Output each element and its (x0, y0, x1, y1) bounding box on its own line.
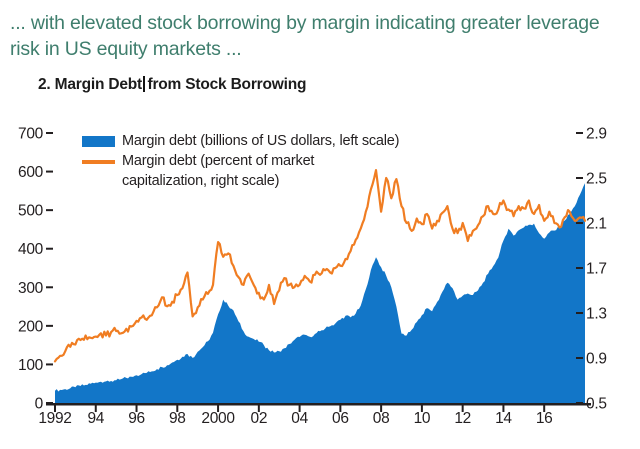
text-cursor-icon (143, 76, 145, 92)
left-axis-tick-label: 400 (18, 241, 44, 258)
chart-title: 2. Margin Debt from Stock Borrowing (38, 76, 306, 94)
x-axis-tick-label: 10 (414, 410, 431, 427)
legend-item-margin-debt: Margin debt (billions of US dollars, lef… (82, 131, 400, 151)
chart-legend: Margin debt (billions of US dollars, lef… (82, 131, 400, 191)
left-axis-tick-label: 500 (18, 203, 44, 220)
x-axis-tick-label: 16 (536, 410, 553, 427)
chart-title-text-left: 2. Margin Debt (38, 76, 142, 93)
percent-capitalization-line-series (53, 169, 587, 363)
legend-item-label: Margin debt (billions of US dollars, lef… (122, 133, 400, 149)
x-axis-tick-label: 02 (251, 410, 268, 427)
x-axis-tick-label: 98 (169, 410, 186, 427)
legend-item-label: Margin debt (percent of market capitaliz… (122, 153, 315, 189)
right-axis-tick-label: 1.3 (586, 306, 607, 323)
x-axis-tick-label: 04 (291, 410, 308, 427)
right-axis-tick-label: 2.9 (586, 126, 607, 143)
figure-caption: ... with elevated stock borrowing by mar… (10, 10, 630, 62)
right-axis-tick-label: 2.1 (586, 216, 607, 233)
caption-line-1: ... with elevated stock borrowing by mar… (10, 12, 600, 34)
caption-line-2: risk in US equity markets ... (10, 38, 242, 60)
x-axis-tick-label: 12 (454, 410, 471, 427)
left-axis-tick-label: 700 (18, 126, 44, 143)
right-axis-tick-label: 2.5 (586, 171, 607, 188)
right-axis-tick-label: 0.5 (586, 396, 607, 413)
left-axis-tick-label: 200 (18, 318, 44, 335)
legend-area-swatch (82, 136, 115, 147)
left-axis-tick-label: 600 (18, 164, 44, 181)
x-axis-tick-label: 06 (332, 410, 349, 427)
x-axis-tick-label: 94 (87, 410, 104, 427)
x-axis-tick-label: 2000 (201, 410, 235, 427)
left-axis-tick-label: 0 (35, 396, 44, 413)
legend-line-swatch (82, 160, 115, 164)
right-axis-tick-label: 0.9 (586, 351, 607, 368)
left-axis-tick-label: 100 (18, 357, 44, 374)
left-axis-tick-label: 300 (18, 280, 44, 297)
x-axis-tick-label: 96 (128, 410, 145, 427)
x-axis-tick-label: 14 (495, 410, 512, 427)
right-axis-tick-label: 1.7 (586, 261, 607, 278)
chart-title-text-right: from Stock Borrowing (147, 76, 307, 93)
legend-item-percent-capitalization: Margin debt (percent of market capitaliz… (82, 151, 399, 191)
margin-debt-area-series (55, 183, 585, 403)
x-axis-tick-label: 08 (373, 410, 390, 427)
x-axis-tick-label: 1992 (38, 410, 71, 427)
